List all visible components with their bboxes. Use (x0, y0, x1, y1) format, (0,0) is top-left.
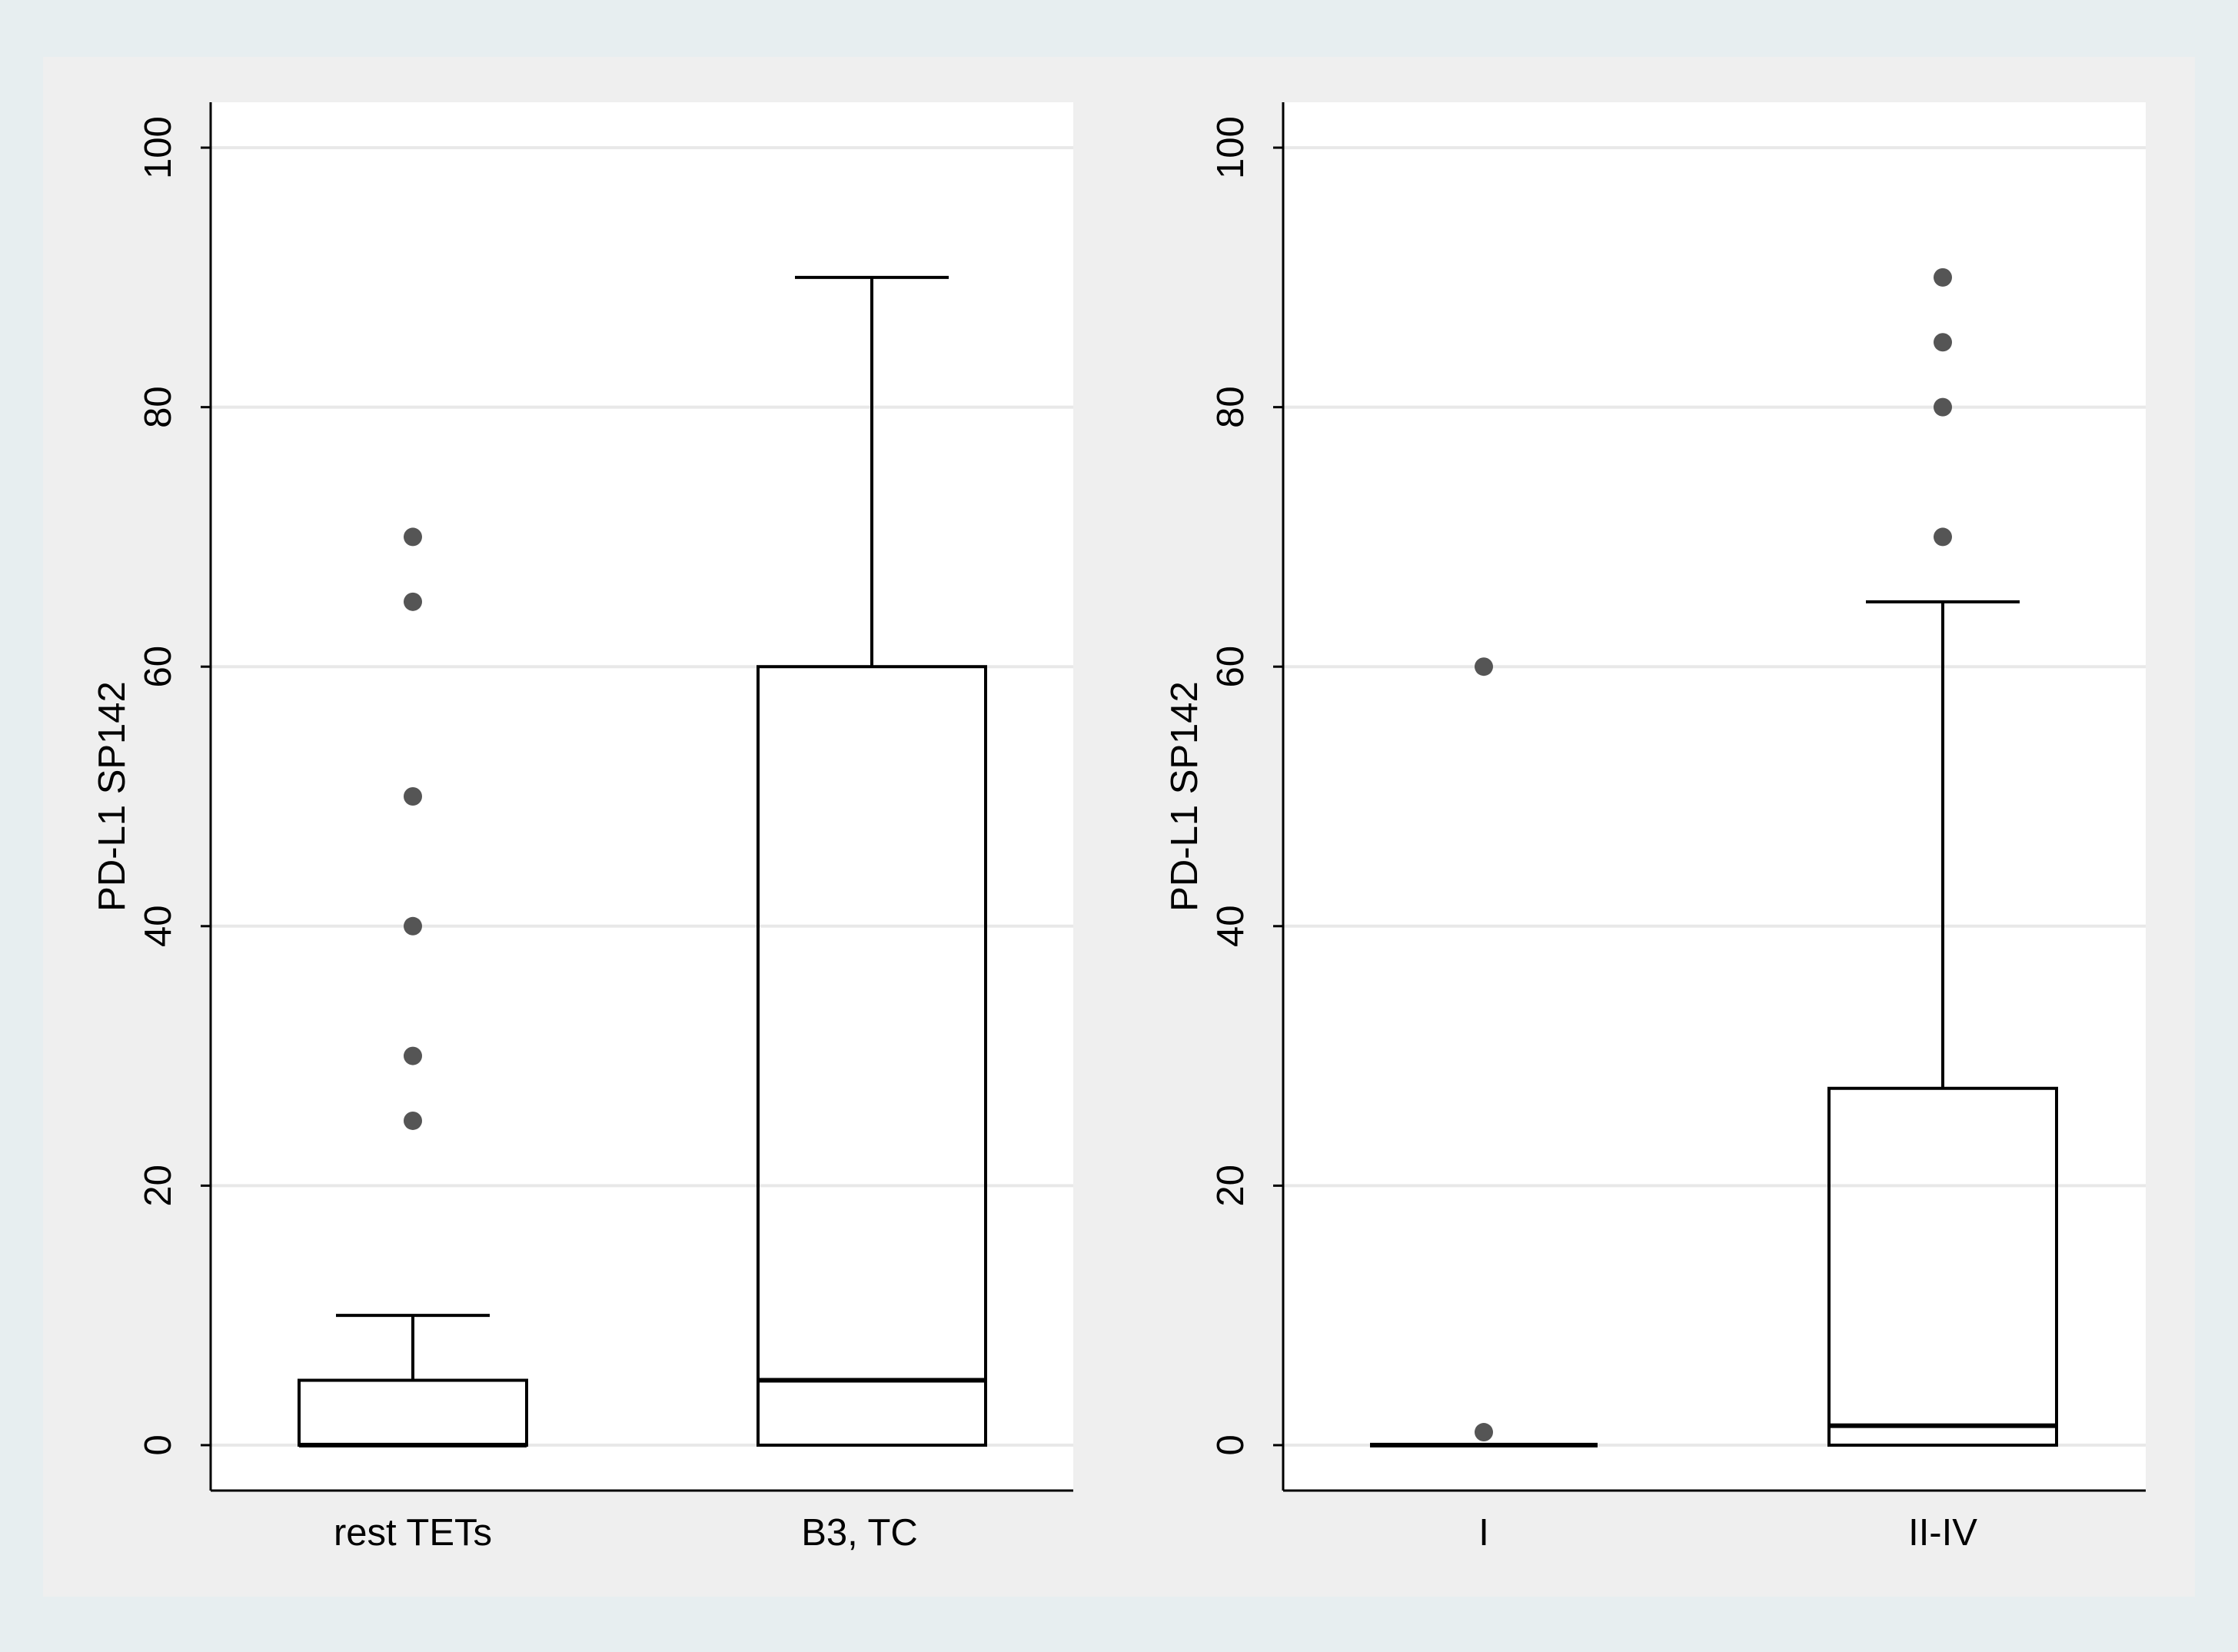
outlier-i-1 (1475, 1423, 1493, 1442)
box-b3-tc (757, 665, 987, 1447)
y-tick-label-right-0: 0 (1210, 1434, 1252, 1455)
y-tick-label-right-80: 80 (1210, 386, 1252, 428)
y-tick-label-left-100: 100 (138, 116, 179, 179)
marks-right (1370, 268, 2058, 1448)
outlier-rest-tets-25 (404, 1111, 422, 1130)
y-ticks-left: 0 20 40 60 80 100 (138, 116, 211, 1456)
x-tick-label-ii-iv: II-IV (1908, 1512, 1977, 1554)
left-panel: 0 20 40 60 80 100 PD-L1 SP142 rest TETs B3, T… (91, 102, 1073, 1554)
y-tick-label-left-40: 40 (138, 906, 179, 948)
y-tick-label-right-20: 20 (1210, 1165, 1252, 1207)
y-axis-label-left: PD-L1 SP142 (91, 681, 133, 912)
box-group-rest-tets (298, 527, 528, 1448)
y-tick-label-right-100: 100 (1210, 116, 1252, 179)
outlier-ii-iv-90 (1934, 268, 1952, 287)
x-tick-label-i: I (1478, 1512, 1489, 1554)
outlier-ii-iv-70 (1934, 527, 1952, 547)
outlier-ii-iv-80 (1934, 397, 1952, 417)
y-tick-label-left-80: 80 (138, 386, 179, 428)
marks-left (298, 275, 987, 1448)
y-tick-label-left-20: 20 (138, 1165, 179, 1207)
box-ii-iv (1827, 1086, 2058, 1447)
y-tick-label-left-60: 60 (138, 646, 179, 688)
outlier-i-60 (1475, 657, 1493, 676)
box-group-ii-iv (1827, 268, 2058, 1447)
outlier-rest-tets-70 (404, 527, 422, 547)
plot-region-left (211, 102, 1073, 1491)
right-panel: 0 20 40 60 80 100 PD-L1 SP142 I II-IV (1164, 102, 2146, 1554)
y-tick-label-right-60: 60 (1210, 646, 1252, 688)
box-group-b3-tc (757, 275, 987, 1447)
outlier-rest-tets-50 (404, 787, 422, 806)
outlier-rest-tets-30 (404, 1046, 422, 1065)
outlier-ii-iv-85 (1934, 333, 1952, 352)
box-group-i (1370, 657, 1598, 1448)
x-tick-label-rest-tets: rest TETs (334, 1512, 492, 1554)
y-ticks-right: 0 20 40 60 80 100 (1210, 116, 1283, 1456)
plot-region-right (1283, 102, 2146, 1491)
y-tick-label-right-40: 40 (1210, 906, 1252, 948)
y-tick-label-left-0: 0 (138, 1434, 179, 1455)
x-tick-label-b3-tc: B3, TC (801, 1512, 918, 1554)
y-axis-label-right: PD-L1 SP142 (1164, 681, 1205, 912)
outlier-rest-tets-40 (404, 916, 422, 936)
outlier-rest-tets-65 (404, 592, 422, 611)
